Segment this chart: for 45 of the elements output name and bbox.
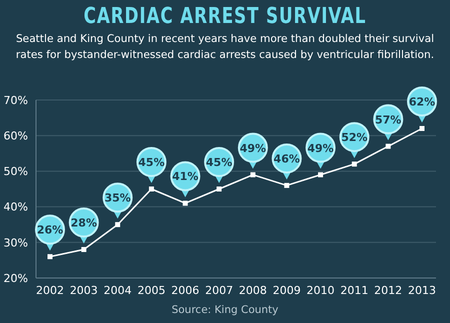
point (48, 254, 52, 260)
data-label: 49% (240, 142, 266, 155)
point (386, 144, 391, 149)
x-tick-label: 2002 (36, 284, 64, 297)
point (352, 162, 357, 167)
x-tick-label: 2007 (205, 284, 234, 297)
data-label: 49% (307, 142, 334, 155)
x-tick-label: 2006 (171, 284, 200, 297)
data-label: 46% (274, 152, 300, 166)
data-label: 45% (206, 156, 232, 169)
chart-title: CARDIAC ARREST SURVIVAL (82, 4, 368, 29)
data-label: 62% (408, 95, 436, 108)
x-tick-label: 2005 (137, 284, 166, 297)
x-tick-label: 2004 (104, 284, 132, 297)
source-note: Source: King County (170, 304, 280, 316)
x-tick-label: 2011 (340, 284, 368, 297)
data-label: 45% (138, 156, 165, 169)
point (148, 186, 154, 192)
point (81, 247, 86, 252)
x-tick-label: 2003 (70, 284, 98, 297)
point (182, 200, 188, 206)
y-tick-label: 50% (4, 165, 28, 178)
point (115, 222, 120, 228)
x-tick-label: 2009 (272, 284, 301, 297)
x-tick-label: 2012 (374, 284, 402, 297)
y-tick-label: 60% (4, 130, 28, 143)
point (250, 172, 256, 178)
chart-subtitle: Seattle and King County in recent years have more than doubled their survival rates for bystander-witnessed cardiac arrests caused by ventricular fibrillation. (14, 32, 436, 63)
data-label: 26% (36, 224, 64, 237)
point (420, 126, 424, 131)
y-tick-label: 20% (4, 272, 28, 285)
data-label: 35% (104, 192, 131, 205)
x-tick-label: 2008 (238, 284, 267, 297)
data-label: 41% (172, 170, 198, 184)
point (318, 172, 324, 178)
x-tick-label: 2013 (408, 284, 436, 297)
y-tick-label: 40% (4, 200, 28, 214)
y-tick-label: 70% (4, 94, 28, 107)
data-label: 57% (375, 113, 402, 126)
point (284, 182, 290, 188)
y-tick-label: 30% (4, 236, 28, 250)
x-tick-label: 2010 (306, 284, 335, 297)
data-label: 28% (70, 216, 97, 230)
point (216, 186, 222, 192)
data-label: 52% (341, 131, 368, 144)
